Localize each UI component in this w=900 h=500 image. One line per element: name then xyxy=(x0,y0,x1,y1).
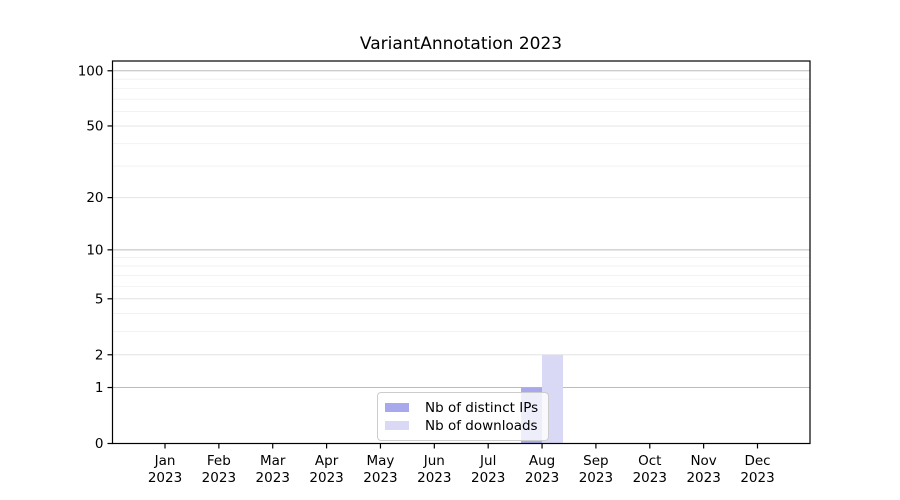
x-tick-label-year: 2023 xyxy=(525,470,559,486)
x-tick-label-year: 2023 xyxy=(579,470,613,486)
x-tick-label-year: 2023 xyxy=(417,470,451,486)
x-tick-label-month: Mar xyxy=(260,453,286,469)
legend-swatch-downloads xyxy=(385,421,409,430)
legend: Nb of distinct IPs Nb of downloads xyxy=(377,392,550,441)
y-tick-label: 20 xyxy=(86,190,103,206)
x-tick-label-month: Nov xyxy=(690,453,716,469)
y-tick-label: 2 xyxy=(95,347,104,363)
x-tick-label-year: 2023 xyxy=(202,470,236,486)
legend-item-distinct-ips: Nb of distinct IPs xyxy=(385,399,538,416)
x-tick-label-month: May xyxy=(366,453,394,469)
x-tick-label-month: Oct xyxy=(638,453,661,469)
plot-border xyxy=(111,60,811,445)
legend-item-downloads: Nb of downloads xyxy=(385,417,538,434)
x-tick-label-year: 2023 xyxy=(740,470,774,486)
y-tick-label: 100 xyxy=(78,63,104,79)
x-tick-label-month: Sep xyxy=(583,453,608,469)
legend-swatch-distinct-ips xyxy=(385,403,409,412)
legend-label-downloads: Nb of downloads xyxy=(425,417,538,434)
y-tick-label: 1 xyxy=(95,380,104,396)
x-tick-label-year: 2023 xyxy=(363,470,397,486)
x-tick-label-month: Dec xyxy=(744,453,770,469)
x-tick-label-month: Aug xyxy=(529,453,555,469)
x-tick-label-year: 2023 xyxy=(309,470,343,486)
legend-label-distinct-ips: Nb of distinct IPs xyxy=(425,399,539,416)
x-tick-label-month: Jan xyxy=(154,453,176,469)
y-tick-label: 10 xyxy=(86,242,103,258)
x-tick-label-year: 2023 xyxy=(256,470,290,486)
x-tick-label-month: Feb xyxy=(207,453,231,469)
x-tick-label-year: 2023 xyxy=(633,470,667,486)
x-tick-label-year: 2023 xyxy=(686,470,720,486)
x-tick-label-month: Apr xyxy=(315,453,339,469)
y-tick-label: 50 xyxy=(86,118,103,134)
x-tick-label-year: 2023 xyxy=(148,470,182,486)
y-tick-label: 0 xyxy=(95,436,104,452)
x-tick-label-year: 2023 xyxy=(471,470,505,486)
chart-title: VariantAnnotation 2023 xyxy=(359,34,563,54)
x-tick-label-month: Jun xyxy=(423,453,445,469)
y-tick-label: 5 xyxy=(95,291,104,307)
x-tick-label-month: Jul xyxy=(479,453,496,469)
